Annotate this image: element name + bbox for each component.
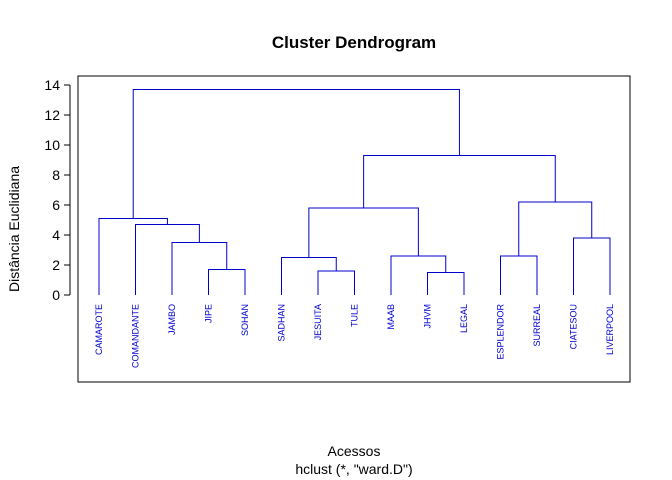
chart-title: Cluster Dendrogram (272, 33, 436, 52)
leaf-label: SOHAN (240, 304, 250, 336)
leaf-label: SURREAL (532, 304, 542, 347)
dendrogram-link (281, 257, 337, 295)
y-tick-label: 6 (52, 197, 60, 213)
leaf-label: MAAB (386, 304, 396, 330)
dendrogram-link (317, 270, 355, 295)
x-axis-sublabel: hclust (*, "ward.D") (295, 461, 412, 477)
dendrogram-link (135, 224, 200, 295)
leaf-label: SADHAN (277, 304, 287, 342)
y-axis: 0 2 4 6 8 10 12 14 (44, 77, 71, 303)
leaf-label: LEGAL (459, 304, 469, 333)
dendrogram-link (98, 218, 168, 295)
dendrogram-link (132, 89, 460, 219)
dendrogram-link (390, 255, 447, 295)
dendrogram-link (171, 242, 228, 295)
dendrogram-links (98, 89, 611, 295)
leaf-label: TULE (350, 304, 360, 327)
dendrogram-link (518, 201, 593, 256)
y-tick-label: 12 (44, 107, 60, 123)
dendrogram-link (308, 207, 419, 258)
leaf-label: JIPE (204, 304, 214, 323)
dendrogram-link (208, 269, 246, 295)
leaf-label: CAMAROTE (94, 304, 104, 355)
leaf-label: JAMBO (167, 304, 177, 335)
leaf-label: ESPLENDOR (496, 304, 506, 360)
dendrogram-link (427, 272, 465, 295)
y-tick-label: 4 (52, 227, 60, 243)
dendrogram-link (573, 237, 611, 295)
dendrogram-link (500, 255, 538, 295)
y-tick-label: 14 (44, 77, 60, 93)
y-axis-label: Distância Euclidiana (6, 166, 22, 292)
leaf-label: LIVERPOOL (605, 304, 615, 355)
dendrogram-link (363, 155, 556, 208)
y-tick-label: 8 (52, 167, 60, 183)
leaf-labels: CAMAROTE COMANDANTE JAMBO JIPE SOHAN SADHAN JE… (94, 304, 615, 369)
leaf-label: COMANDANTE (131, 304, 141, 368)
leaf-label: JESUITA (313, 304, 323, 340)
y-tick-label: 0 (52, 287, 60, 303)
y-tick-label: 10 (44, 137, 60, 153)
plot-frame (77, 75, 631, 383)
y-tick-label: 2 (52, 257, 60, 273)
leaf-label: JHVM (423, 304, 433, 329)
x-axis-label: Acessos (328, 443, 381, 459)
leaf-label: CIATESOU (569, 304, 579, 349)
